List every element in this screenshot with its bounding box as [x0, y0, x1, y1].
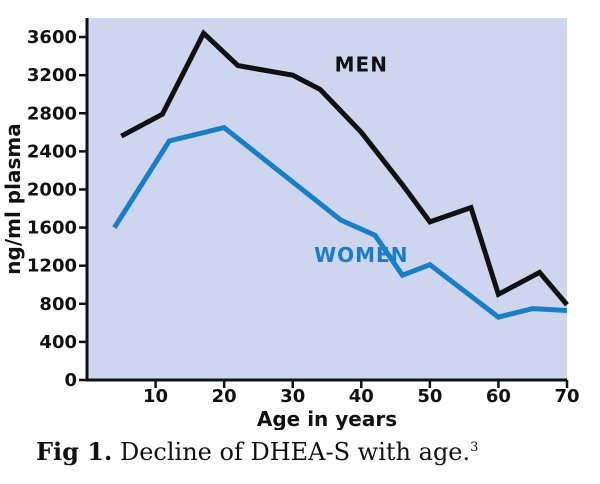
y-tick-label: 400	[39, 332, 77, 353]
labels-layer: MEN WOMEN	[314, 52, 408, 267]
x-tick-label: 40	[349, 386, 374, 407]
y-tick-label: 1200	[27, 256, 77, 277]
axes: 0 400 800 1200 1600 2000 2400 2800 3200 3600 10 20 3…	[1, 18, 580, 430]
y-tick-label: 0	[64, 370, 77, 391]
y-axis-title: ng/ml plasma	[1, 123, 25, 274]
series-line-women	[112, 124, 568, 320]
y-tick-label: 3600	[27, 27, 77, 48]
series-layer	[112, 29, 569, 320]
chart: 0 400 800 1200 1600 2000 2400 2800 3200 3600 10 20 3…	[1, 18, 580, 430]
caption-reference: 3	[470, 440, 479, 455]
plot-area	[87, 18, 567, 380]
series-line-men	[120, 29, 569, 307]
series-label-men: MEN	[335, 52, 388, 76]
y-tick-label: 2400	[27, 141, 77, 162]
figure-caption: Fig 1. Decline of DHEA-S with age.3	[36, 437, 478, 466]
y-tick-label: 2000	[27, 179, 77, 200]
series-label-women: WOMEN	[314, 243, 408, 267]
x-tick-label: 60	[486, 386, 511, 407]
caption-label: Fig 1.	[36, 437, 113, 466]
x-axis-title: Age in years	[257, 407, 397, 430]
x-tick-label: 70	[554, 386, 579, 407]
y-tick-label: 800	[39, 294, 77, 315]
x-tick-label: 30	[280, 386, 305, 407]
y-tick-label: 2800	[27, 103, 77, 124]
x-tick-label: 10	[143, 386, 168, 407]
y-tick-label: 3200	[27, 65, 77, 86]
y-tick-label: 1600	[27, 218, 77, 239]
caption-text: Decline of DHEA-S with age.	[112, 438, 471, 466]
x-tick-label: 20	[212, 386, 237, 407]
x-tick-label: 50	[417, 386, 442, 407]
